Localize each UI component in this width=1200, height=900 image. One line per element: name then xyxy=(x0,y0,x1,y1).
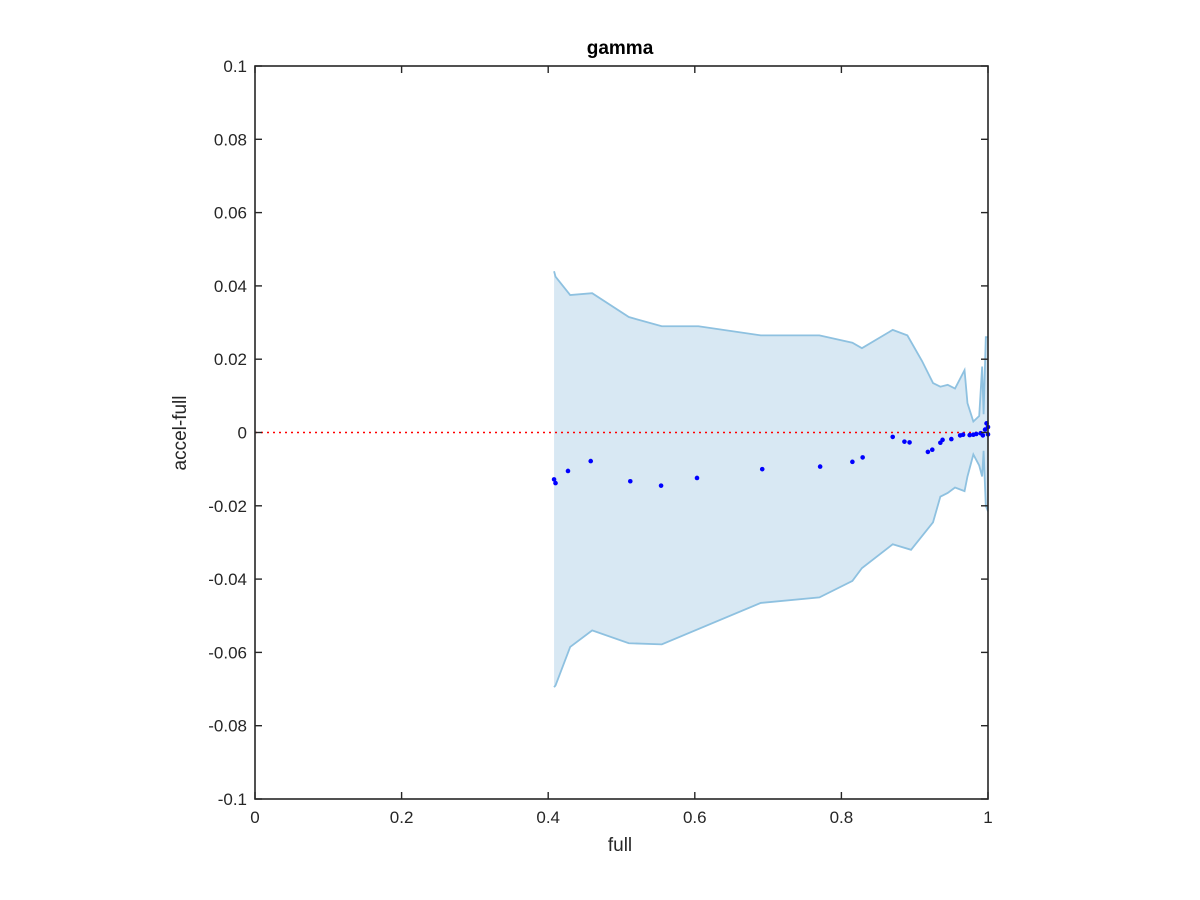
x-tick-label: 1 xyxy=(983,808,992,827)
data-point xyxy=(850,459,855,465)
data-point xyxy=(627,478,633,484)
band-lower-line xyxy=(553,450,989,688)
y-tick-label: -0.04 xyxy=(208,570,247,589)
x-axis-label: full xyxy=(608,835,632,856)
data-point xyxy=(890,434,896,440)
y-tick-label: 0.06 xyxy=(214,204,247,223)
chart-title: gamma xyxy=(587,38,654,59)
y-tick-label: -0.08 xyxy=(208,717,247,736)
y-tick-label: 0.04 xyxy=(214,277,247,296)
data-point xyxy=(960,432,966,437)
data-point xyxy=(902,439,907,444)
y-tick-label: -0.1 xyxy=(218,790,247,809)
y-tick-label: 0.02 xyxy=(214,350,247,369)
data-point xyxy=(694,475,700,481)
y-tick-label: 0 xyxy=(238,424,247,443)
y-tick-label: 0.1 xyxy=(223,57,247,76)
band-upper-line xyxy=(553,271,988,424)
x-tick-label: 0 xyxy=(250,808,259,827)
data-point xyxy=(967,432,972,438)
x-tick-label: 0.2 xyxy=(390,808,414,827)
data-point xyxy=(759,466,765,472)
data-point xyxy=(553,480,558,486)
data-point xyxy=(565,468,571,474)
band-fill xyxy=(554,271,988,688)
y-axis-label: accel-full xyxy=(170,396,191,471)
y-tick-label: 0.08 xyxy=(214,130,247,149)
data-point xyxy=(929,447,935,453)
y-axis: 0.1 0.08 0.06 0.04 0.02 0 -0.02 -0.04 -0.06 -0.08… xyxy=(208,57,988,809)
data-point xyxy=(980,433,986,438)
x-tick-label: 0.4 xyxy=(536,808,560,827)
data-point xyxy=(973,431,979,437)
x-axis: 0 0.2 0.4 0.6 0.8 1 xyxy=(250,66,993,827)
data-point xyxy=(949,436,954,442)
data-point xyxy=(907,440,912,445)
data-point xyxy=(551,477,557,482)
plot-area xyxy=(254,65,991,800)
data-point xyxy=(817,464,823,469)
y-tick-label: -0.02 xyxy=(208,497,247,516)
data-point xyxy=(860,455,865,460)
data-point xyxy=(588,458,594,464)
x-tick-label: 0.6 xyxy=(683,808,707,827)
data-point xyxy=(940,437,945,443)
data-point xyxy=(658,483,664,488)
y-tick-label: -0.06 xyxy=(208,643,247,662)
data-point xyxy=(925,449,931,455)
x-tick-label: 0.8 xyxy=(830,808,854,827)
